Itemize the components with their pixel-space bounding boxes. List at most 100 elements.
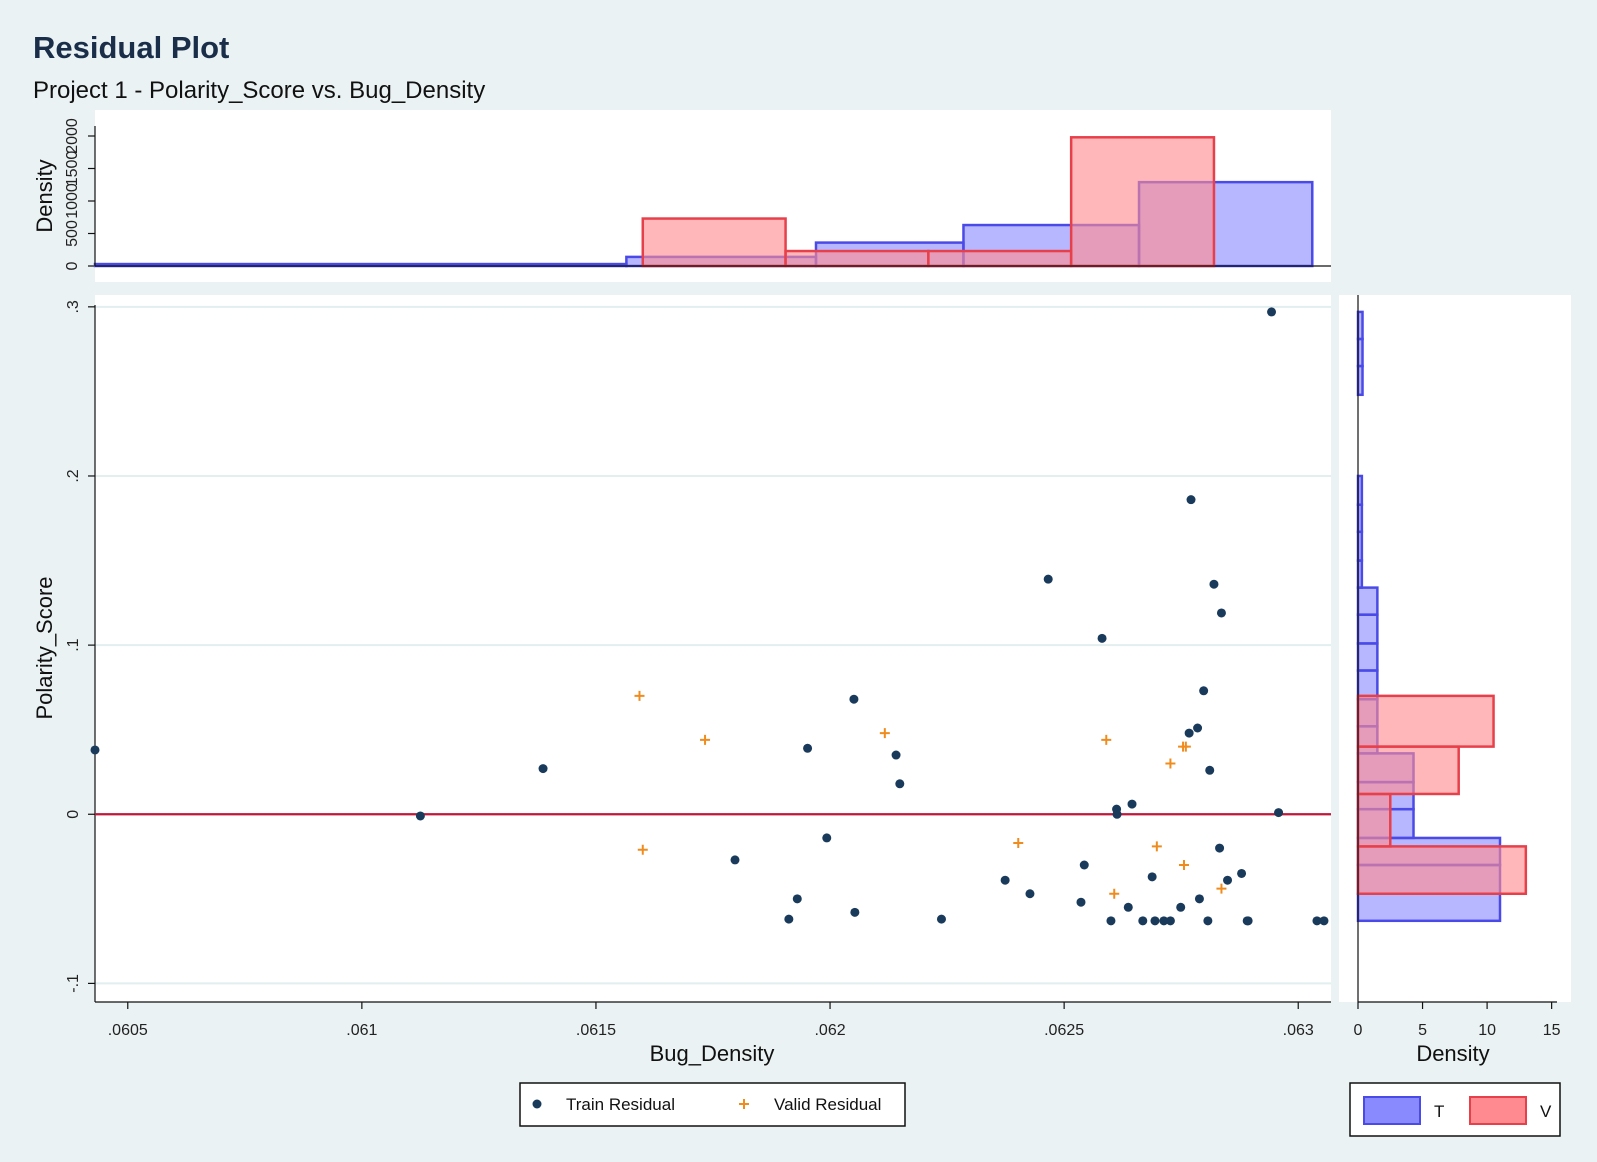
legend-valid-marker xyxy=(739,1099,749,1109)
train-residual-point xyxy=(1123,902,1133,912)
train-residual-point xyxy=(891,750,901,760)
train-residual-point xyxy=(1203,916,1213,926)
top-hist-bar-V xyxy=(784,249,930,268)
legend-V-swatch xyxy=(1469,1096,1527,1125)
scatter-xlabel: Bug_Density xyxy=(650,1041,775,1066)
y-tick-label: .3 xyxy=(65,300,82,313)
train-residual-point xyxy=(792,894,802,904)
side-histogram: 0 5 10 15 xyxy=(1354,295,1561,1039)
top-hist-y-tick-label: 1000 xyxy=(64,183,81,219)
hist-legend: T V xyxy=(1349,1082,1561,1137)
y-tick-label: .2 xyxy=(65,469,82,482)
train-residual-point xyxy=(1186,495,1196,505)
x-tick-label: .0625 xyxy=(1044,1022,1084,1039)
valid-residual-point xyxy=(1101,734,1112,745)
side-hist-x-tick-label: 15 xyxy=(1543,1022,1561,1039)
train-residual-point xyxy=(1176,902,1186,912)
train-residual-point xyxy=(1000,875,1010,885)
train-residual-point xyxy=(730,855,740,865)
train-residual-point xyxy=(415,811,425,821)
train-residual-point xyxy=(1194,894,1204,904)
legend-train-marker xyxy=(532,1099,542,1109)
side-hist-bar-V xyxy=(1356,694,1495,748)
train-residual-point xyxy=(1150,916,1160,926)
side-hist-bar-T xyxy=(1356,613,1379,645)
train-residual-point xyxy=(1319,916,1329,926)
top-hist-y-tick-label: 0 xyxy=(64,261,81,270)
train-residual-point xyxy=(895,779,905,789)
side-hist-bar-T xyxy=(1356,310,1364,341)
scatter-legend-box xyxy=(519,1082,906,1127)
legend-T-label: T xyxy=(1434,1102,1444,1121)
top-hist-y-tick-label: 2000 xyxy=(64,118,81,154)
valid-residual-point xyxy=(1180,741,1191,752)
x-tick-label: .063 xyxy=(1283,1022,1314,1039)
x-tick-label: .061 xyxy=(346,1022,377,1039)
top-hist-bar-V xyxy=(927,249,1073,268)
train-residual-point xyxy=(1237,868,1247,878)
scatter-plot-area xyxy=(95,295,1331,1002)
side-hist-bar-T xyxy=(1356,337,1364,368)
side-hist-bar-T xyxy=(1356,892,1502,923)
top-hist-bar-V xyxy=(641,217,787,268)
y-tick-label: -.1 xyxy=(65,974,82,993)
train-residual-point xyxy=(936,914,946,924)
train-residual-point xyxy=(1112,809,1122,819)
train-residual-point xyxy=(1138,916,1148,926)
train-residual-point xyxy=(1223,875,1233,885)
train-residual-point xyxy=(1079,860,1089,870)
side-hist-bar-T xyxy=(1356,586,1379,616)
legend-valid-label: Valid Residual xyxy=(774,1095,881,1114)
top-hist-y-tick-label: 1500 xyxy=(64,151,81,187)
train-residual-point xyxy=(1205,765,1215,775)
train-residual-point xyxy=(1159,916,1169,926)
valid-residual-point xyxy=(637,844,648,855)
train-residual-point xyxy=(822,833,832,843)
x-tick-label: .0605 xyxy=(108,1022,148,1039)
train-residual-point xyxy=(850,907,860,917)
valid-residual-point xyxy=(1109,888,1120,899)
side-hist-bar-T xyxy=(1356,364,1364,397)
side-hist-x-tick-label: 0 xyxy=(1354,1022,1363,1039)
side-hist-bar-V xyxy=(1356,745,1460,796)
legend-T-swatch xyxy=(1363,1096,1421,1125)
train-residual-point xyxy=(1106,916,1116,926)
valid-residual-point xyxy=(634,690,645,701)
train-residual-point xyxy=(1312,916,1322,926)
train-residual-point xyxy=(803,743,813,753)
x-tick-label: .0615 xyxy=(576,1022,616,1039)
legend-train-label: Train Residual xyxy=(566,1095,675,1114)
side-hist-x-tick-label: 10 xyxy=(1478,1022,1496,1039)
valid-residual-point xyxy=(1178,859,1189,870)
valid-residual-point xyxy=(879,728,890,739)
scatter-legend: Train Residual Valid Residual xyxy=(519,1082,906,1127)
train-residual-point xyxy=(1127,799,1137,809)
train-residual-point xyxy=(1184,728,1194,738)
y-tick-label: .1 xyxy=(65,638,82,651)
train-residual-point xyxy=(1199,686,1209,696)
side-hist-bar-T xyxy=(1356,642,1379,672)
chart-subtitle: Project 1 - Polarity_Score vs. Bug_Densi… xyxy=(33,77,485,104)
valid-residual-point xyxy=(1216,883,1227,894)
scatter-plot: -.1 0 .1 .2 .3 .0605 .061 .0615 .062 .0625 .063 xyxy=(65,300,1331,1039)
train-residual-point xyxy=(849,694,859,704)
train-residual-point xyxy=(1193,723,1203,733)
train-residual-point xyxy=(1076,897,1086,907)
top-hist-bar-V xyxy=(1069,136,1216,268)
train-residual-point xyxy=(538,764,548,774)
train-residual-point xyxy=(1216,608,1226,618)
side-hist-x-tick-label: 5 xyxy=(1418,1022,1427,1039)
top-hist-y-tick-label: 500 xyxy=(64,220,81,247)
train-residual-point xyxy=(784,914,794,924)
train-residual-point xyxy=(1267,307,1277,317)
train-residual-point xyxy=(90,745,100,755)
train-residual-point xyxy=(1025,889,1035,899)
valid-residual-point xyxy=(1151,841,1162,852)
train-residual-point xyxy=(1165,916,1175,926)
side-hist-bar-V xyxy=(1356,792,1392,848)
side-hist-xlabel: Density xyxy=(1416,1041,1489,1066)
scatter-ylabel: Polarity_Score xyxy=(32,576,57,719)
train-residual-point xyxy=(1147,872,1157,882)
